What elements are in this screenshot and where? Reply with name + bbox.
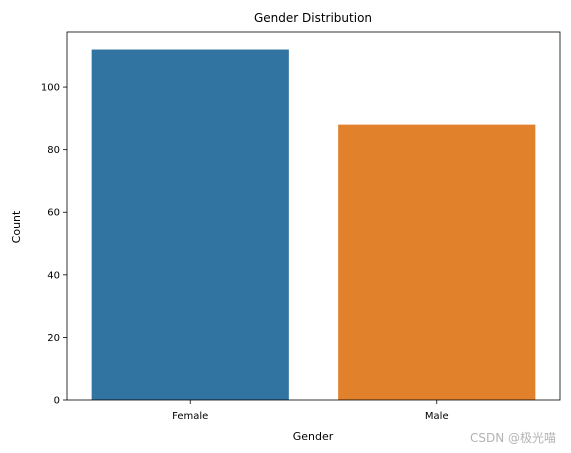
y-axis-label: Count [10,210,23,243]
x-tick-label: Female [172,411,208,422]
plot-frame [66,31,561,401]
y-tick-label: 20 [47,333,60,344]
bar-male [338,124,536,400]
y-tick-label: 100 [41,83,60,94]
watermark: CSDN @极光喵 [470,431,556,445]
chart-title: Gender Distribution [254,11,372,25]
y-tick-label: 0 [54,396,60,407]
axes-layer: 0 20 40 60 80 100 Female Male [41,31,561,422]
x-tick-label: Male [425,411,449,422]
bars-layer [91,49,536,401]
y-tick-label: 60 [47,208,60,219]
bar-female [91,49,289,401]
x-axis-label: Gender [293,430,334,443]
y-tick-label: 40 [47,270,60,281]
y-tick-label: 80 [47,145,60,156]
